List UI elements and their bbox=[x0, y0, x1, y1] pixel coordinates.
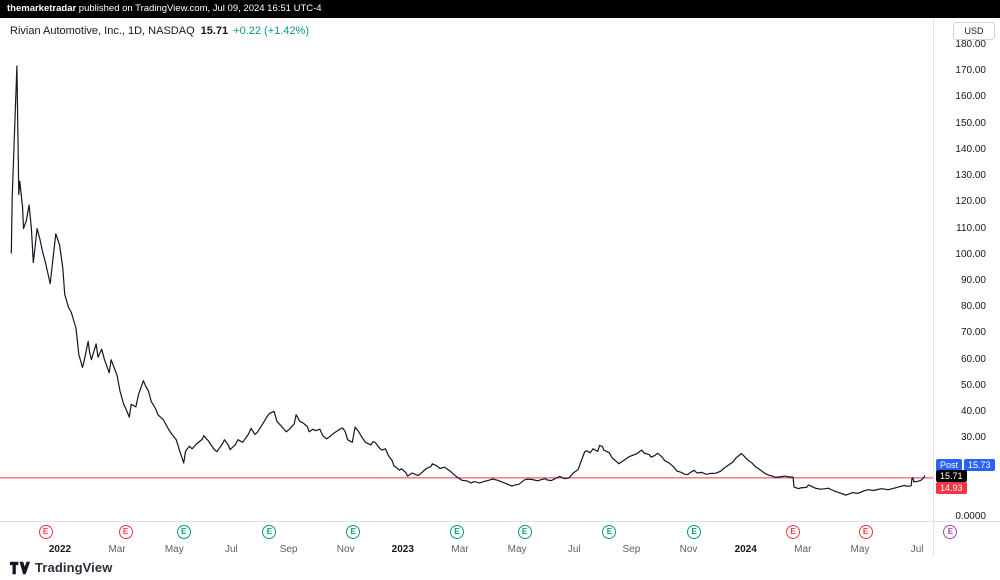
last-price-badge: 15.71 bbox=[936, 470, 967, 483]
time-axis-label: Nov bbox=[336, 544, 355, 555]
last-price-label: 15.71 bbox=[936, 470, 967, 483]
time-scale[interactable]: 2022 Mar May Jul Sep Nov 2023 Mar May Jul Sep Nov 20… bbox=[0, 521, 1000, 557]
symbol-title[interactable]: Rivian Automotive, Inc., 1D, NASDAQ bbox=[10, 25, 195, 37]
price-line-series bbox=[10, 65, 926, 496]
earnings-icon[interactable]: E bbox=[786, 525, 800, 539]
time-axis-label: 2023 bbox=[391, 544, 414, 555]
time-axis-label: Mar bbox=[451, 544, 469, 555]
time-axis-label: Jul bbox=[224, 544, 238, 555]
earnings-icon[interactable]: E bbox=[449, 525, 464, 539]
price-scale-label: 100.00 bbox=[955, 248, 986, 260]
author-name[interactable]: themarketradar bbox=[7, 3, 77, 14]
post-market-badge: Post 15.73 bbox=[936, 459, 995, 472]
time-axis-label: Jul bbox=[910, 544, 924, 555]
earnings-icon[interactable]: E bbox=[517, 525, 532, 539]
earnings-icon[interactable]: E bbox=[346, 525, 361, 539]
earnings-icon[interactable]: E bbox=[943, 525, 958, 539]
time-axis-label: May bbox=[507, 544, 527, 555]
price-scale-label: 110.00 bbox=[956, 222, 986, 234]
symbol-legend: Rivian Automotive, Inc., 1D, NASDAQ 15.71… bbox=[10, 25, 309, 37]
time-axis-label: Sep bbox=[622, 544, 641, 555]
price-scale-label: 70.00 bbox=[960, 327, 986, 339]
price-scale-label: 30.00 bbox=[960, 432, 986, 444]
time-axis-label: Nov bbox=[679, 544, 698, 555]
price-scale-label: 170.00 bbox=[955, 65, 986, 77]
earnings-icon[interactable]: E bbox=[118, 525, 133, 539]
earnings-icon[interactable]: E bbox=[602, 525, 617, 539]
price-scale-label: 160.00 bbox=[955, 91, 986, 103]
post-market-price: 15.73 bbox=[964, 459, 995, 472]
price-scale-label: 50.00 bbox=[960, 379, 986, 391]
banner-text: published on TradingView.com, Jul 09, 20… bbox=[76, 3, 322, 14]
price-scale-label: 40.00 bbox=[960, 406, 986, 418]
price-scale-label: 140.00 bbox=[955, 143, 986, 155]
price-scale-label: 90.00 bbox=[960, 275, 986, 287]
price-scale-label: 150.00 bbox=[955, 117, 986, 129]
snapshot-banner: themarketradar published on TradingView.… bbox=[0, 0, 1000, 18]
time-axis-label: May bbox=[850, 544, 870, 555]
earnings-icon[interactable]: E bbox=[176, 525, 191, 539]
price-scale-label: 180.00 bbox=[955, 39, 986, 51]
price-scale-label: 0.0000 bbox=[955, 511, 986, 522]
time-axis-label: 2024 bbox=[734, 544, 757, 555]
price-change-value: +0.22 (+1.42%) bbox=[233, 25, 310, 37]
currency-unit-button[interactable]: USD bbox=[953, 22, 995, 40]
line-price-badge: 14.93 bbox=[936, 482, 967, 495]
price-scale-label: 120.00 bbox=[955, 196, 986, 208]
post-market-label: Post bbox=[936, 459, 963, 472]
time-axis-label: Sep bbox=[279, 544, 298, 555]
price-scale-label: 60.00 bbox=[960, 353, 986, 365]
earnings-icon[interactable]: E bbox=[858, 525, 873, 539]
last-price-value: 15.71 bbox=[200, 25, 229, 37]
time-axis-label: 2022 bbox=[48, 544, 72, 555]
tradingview-glyph-icon bbox=[10, 561, 30, 574]
earnings-icon[interactable]: E bbox=[262, 525, 277, 539]
time-axis-label: Mar bbox=[108, 544, 126, 555]
price-scale-label: 130.00 bbox=[955, 170, 986, 182]
price-scale[interactable]: USD Post 15.73 15.71 14.93 180.00 170.00 1… bbox=[933, 18, 1000, 556]
time-axis-label: Mar bbox=[794, 544, 812, 555]
tradingview-wordmark: TradingView bbox=[35, 560, 113, 575]
tradingview-logo[interactable]: TradingView bbox=[10, 560, 112, 575]
line-price-label: 14.93 bbox=[936, 482, 967, 495]
earnings-icon[interactable]: E bbox=[38, 525, 53, 539]
time-axis-label: May bbox=[164, 544, 184, 555]
price-scale-label: 80.00 bbox=[960, 301, 986, 313]
earnings-icon[interactable]: E bbox=[687, 525, 702, 539]
time-axis-label: Jul bbox=[567, 544, 581, 555]
